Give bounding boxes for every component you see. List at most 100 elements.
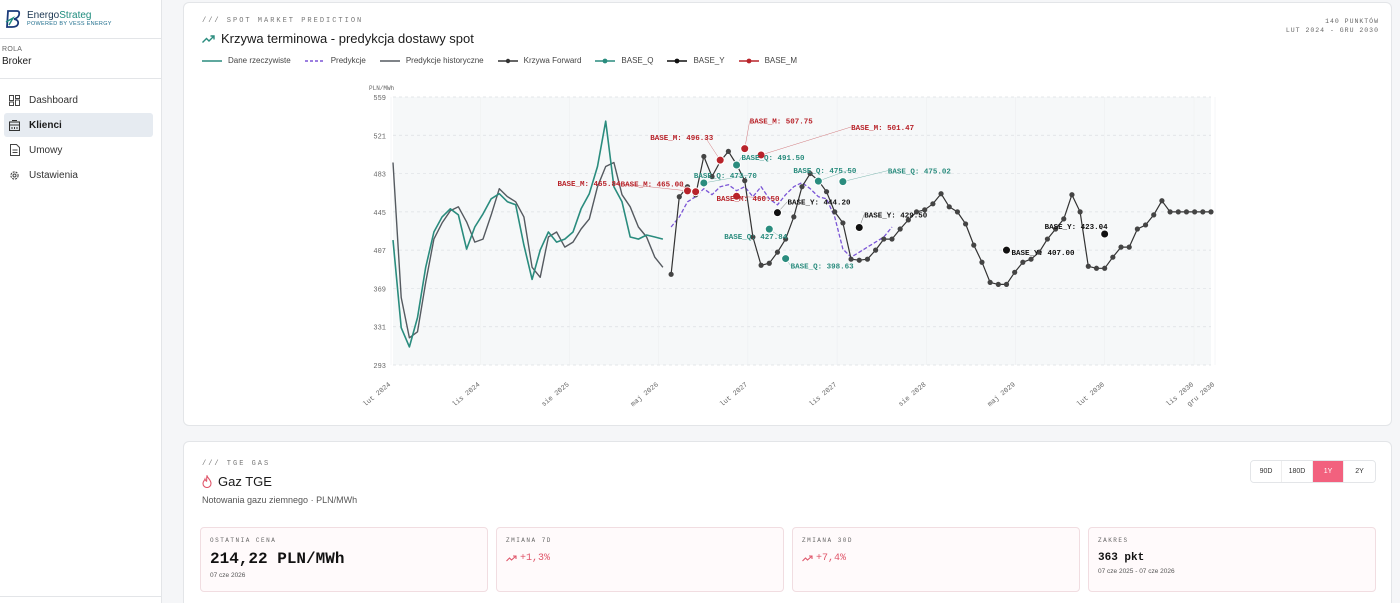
range-selector: 90D 180D 1Y 2Y <box>1250 460 1376 483</box>
plot-background <box>393 97 1211 365</box>
forward-point <box>791 214 797 220</box>
marker-point-base-m <box>682 186 692 196</box>
x-tick-label: lut 2024 <box>362 381 393 409</box>
marker-label: BASE_M: 460.50 <box>717 196 781 204</box>
forward-point <box>766 260 772 266</box>
role-label: ROLA <box>2 46 23 53</box>
x-tick-label: sie 2028 <box>897 381 928 409</box>
stat-change-30d: ZMIANA 30D +7,4% <box>792 527 1080 592</box>
x-tick-label: lut 2030 <box>1076 381 1107 409</box>
marker-point-base-q <box>699 178 709 188</box>
forward-point <box>1020 259 1026 265</box>
legend-historical[interactable]: Predykcje historyczne <box>379 56 484 65</box>
marker-point-base-m <box>691 187 701 197</box>
forward-point <box>848 256 854 262</box>
marker-point-base-y <box>1002 245 1011 255</box>
forward-point <box>873 247 879 253</box>
role-value: Broker <box>2 56 32 67</box>
forward-point <box>930 201 936 207</box>
stat-value: +1,3% <box>520 553 551 564</box>
stat-label: ZMIANA 30D <box>802 537 854 544</box>
forecast-meta: 140 PUNKTÓW LUT 2024 - GRU 2030 <box>1286 17 1379 35</box>
y-tick-label: 559 <box>373 95 386 103</box>
document-icon <box>8 144 21 157</box>
marker-label: BASE_Y: 423.04 <box>1045 224 1109 232</box>
range-1y-button[interactable]: 1Y <box>1313 461 1344 482</box>
brand[interactable]: EnergoStrateg POWERED BY VESS ENERGY <box>0 0 161 39</box>
range-180d-button[interactable]: 180D <box>1282 461 1313 482</box>
forward-point <box>799 184 805 190</box>
forward-point <box>987 279 993 285</box>
forward-point <box>807 170 813 177</box>
marker-label: BASE_M: 465.00 <box>621 182 685 190</box>
forward-point <box>676 194 682 200</box>
marker-point-base-m <box>715 155 725 165</box>
forward-point <box>971 242 977 248</box>
y-tick-label: 293 <box>373 363 386 371</box>
forward-point <box>946 204 952 210</box>
forward-point <box>1052 226 1059 232</box>
legend-base-q-label: BASE_Q <box>621 56 654 65</box>
legend-actual-swatch <box>202 59 222 62</box>
stat-last-price: OSTATNIA CENA 214,22 PLN/MWh 07 cze 2026 <box>200 527 488 592</box>
forecast-chart[interactable]: 559 521 483 445 407 369 331 293 PLN/MWh lut 2024 l… <box>184 3 1393 427</box>
chart-legend: Dane rzeczywiste Predykcje Predykcje his… <box>202 56 811 65</box>
legend-actual[interactable]: Dane rzeczywiste <box>202 56 291 65</box>
marker-point-base-q <box>781 254 791 264</box>
series-historical-line <box>392 161 664 339</box>
forward-point <box>823 189 830 195</box>
stat-date-range: 07 cze 2025 - 07 cze 2026 <box>1098 568 1175 575</box>
stat-value: +7,4% <box>816 553 847 564</box>
sidebar-item-ustawienia[interactable]: Ustawienia <box>4 163 153 187</box>
range-2y-button[interactable]: 2Y <box>1344 461 1375 482</box>
sidebar-item-umowy[interactable]: Umowy <box>4 138 153 162</box>
forward-point <box>979 259 985 265</box>
marker-point-base-y <box>1100 229 1110 239</box>
forward-point <box>856 257 862 263</box>
legend-prediction[interactable]: Predykcje <box>304 56 366 65</box>
forecast-title-row: Krzywa terminowa - predykcja dostawy spo… <box>202 31 474 46</box>
forward-point <box>701 153 707 160</box>
forward-point <box>1036 249 1042 255</box>
marker-label: BASE_Q: 475.02 <box>888 169 952 177</box>
legend-historical-label: Predykcje historyczne <box>405 56 484 65</box>
trend-up-icon <box>506 555 517 562</box>
forward-point <box>1142 222 1149 228</box>
gas-title: Gaz TGE <box>218 474 272 489</box>
x-tick-label: lis 2024 <box>451 381 482 409</box>
forward-point <box>758 262 764 268</box>
forward-point <box>774 249 781 255</box>
y-tick-label: 483 <box>373 172 386 180</box>
forward-point <box>881 236 887 242</box>
forecast-card: /// SPOT MARKET PREDICTION Krzywa termin… <box>183 2 1392 426</box>
stat-value: 363 pkt <box>1098 552 1145 564</box>
marker-label: BASE_Q: 473.70 <box>694 173 758 181</box>
gas-kicker: /// TGE GAS <box>202 460 271 468</box>
range-90d-button[interactable]: 90D <box>1251 461 1282 482</box>
marker-label: BASE_Y: 444.20 <box>787 200 851 208</box>
forward-point <box>783 236 789 242</box>
marker-label: BASE_M: 507.75 <box>750 119 814 127</box>
legend-base-y[interactable]: BASE_Y <box>667 56 725 65</box>
sidebar-item-dashboard[interactable]: Dashboard <box>4 88 153 112</box>
stat-value-row: +1,3% <box>506 553 774 564</box>
marker-leader-line <box>761 126 852 156</box>
sidebar-item-label: Klienci <box>29 119 62 131</box>
forecast-title: Krzywa terminowa - predykcja dostawy spo… <box>221 31 474 46</box>
marker-label: BASE_Q: 398.63 <box>791 264 855 272</box>
series-actual-line <box>392 120 664 348</box>
sidebar-divider <box>0 596 162 597</box>
forward-point <box>1044 236 1050 242</box>
trending-up-icon <box>202 34 215 44</box>
gear-icon <box>8 169 21 182</box>
marker-label: BASE_Q: 491.50 <box>742 155 806 163</box>
legend-base-q[interactable]: BASE_Q <box>595 56 653 65</box>
legend-forward-label: Krzywa Forward <box>523 56 582 65</box>
forward-point <box>750 234 756 240</box>
marker-point-base-m <box>740 144 750 154</box>
legend-forward[interactable]: Krzywa Forward <box>497 56 582 65</box>
forward-point <box>889 236 895 242</box>
sidebar-item-klienci[interactable]: Klienci <box>4 113 153 137</box>
marker-point-base-m <box>732 191 742 201</box>
legend-base-m[interactable]: BASE_M <box>738 56 797 65</box>
